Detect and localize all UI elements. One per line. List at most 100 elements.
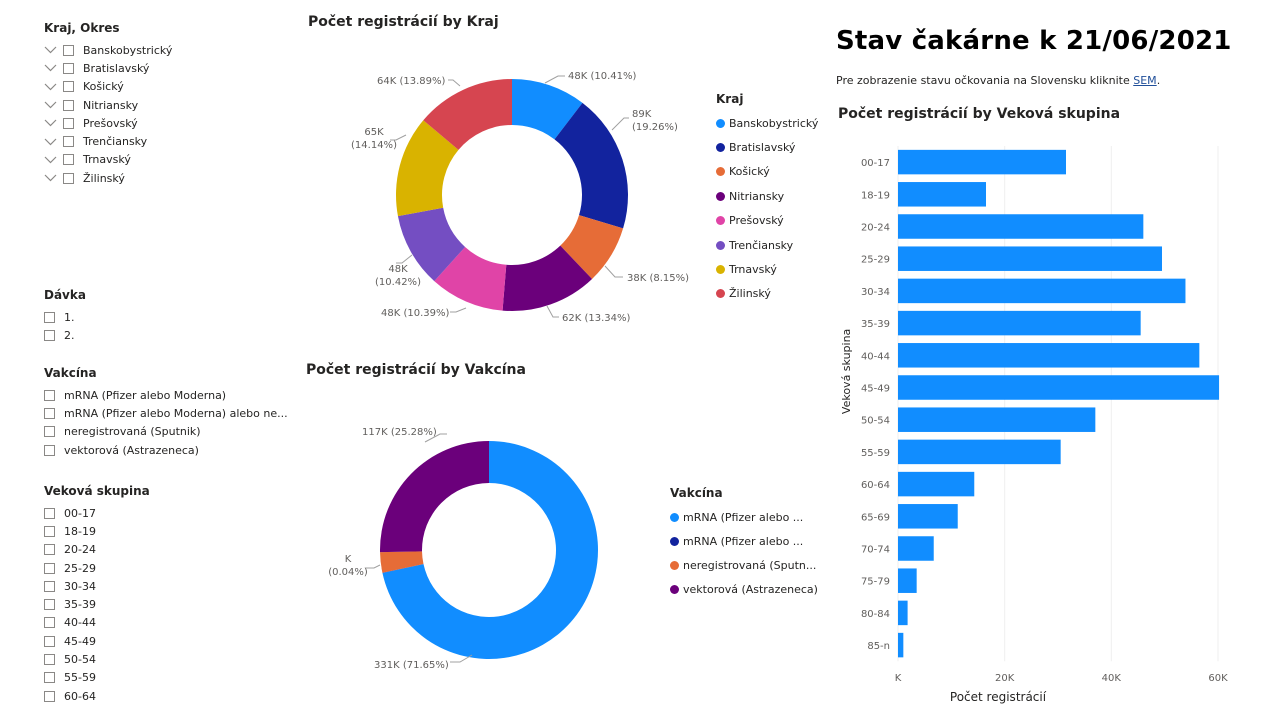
- sem-link[interactable]: SEM: [1133, 74, 1157, 87]
- donut-slice[interactable]: [396, 120, 459, 217]
- slicer-item-label: 30-34: [64, 579, 96, 593]
- checkbox[interactable]: [63, 44, 74, 56]
- bar[interactable]: [898, 632, 904, 658]
- slicer-item[interactable]: 45-49: [44, 632, 96, 650]
- checkbox[interactable]: [44, 426, 55, 438]
- checkbox[interactable]: [44, 580, 55, 592]
- legend-item[interactable]: Košický: [716, 160, 818, 184]
- bar[interactable]: [898, 439, 1061, 465]
- donut-slice[interactable]: [380, 551, 424, 573]
- bar[interactable]: [898, 568, 917, 593]
- legend-item[interactable]: neregistrovaná (Sputn...: [670, 553, 818, 577]
- donut-slice[interactable]: [554, 102, 628, 229]
- chevron-down-icon[interactable]: [44, 174, 57, 182]
- chevron-down-icon[interactable]: [44, 64, 57, 72]
- slicer-item[interactable]: 2.: [44, 326, 75, 344]
- donut-slice[interactable]: [382, 563, 424, 574]
- donut-slice[interactable]: [434, 246, 507, 311]
- slicer-item[interactable]: Prešovský: [44, 114, 172, 132]
- bar[interactable]: [898, 214, 1144, 239]
- slicer-item[interactable]: Košický: [44, 78, 172, 96]
- donut-slice[interactable]: [502, 245, 593, 311]
- bar[interactable]: [898, 343, 1200, 368]
- bar[interactable]: [898, 182, 986, 207]
- checkbox[interactable]: [63, 172, 74, 184]
- checkbox[interactable]: [44, 654, 55, 666]
- checkbox[interactable]: [44, 672, 55, 684]
- checkbox[interactable]: [44, 444, 55, 456]
- bar[interactable]: [898, 407, 1096, 432]
- bar[interactable]: [898, 471, 975, 497]
- slicer-item[interactable]: 60-64: [44, 687, 96, 705]
- legend-item[interactable]: Žilinský: [716, 282, 818, 306]
- slicer-item[interactable]: 55-59: [44, 669, 96, 687]
- checkbox[interactable]: [44, 389, 55, 401]
- slicer-item[interactable]: 50-54: [44, 650, 96, 668]
- slicer-item[interactable]: mRNA (Pfizer alebo Moderna): [44, 386, 288, 404]
- legend-item[interactable]: mRNA (Pfizer alebo ...: [670, 505, 818, 529]
- slicer-item[interactable]: 00-17: [44, 504, 96, 522]
- bar[interactable]: [898, 600, 908, 626]
- legend-item[interactable]: vektorová (Astrazeneca): [670, 577, 818, 601]
- legend-item[interactable]: Nitriansky: [716, 184, 818, 208]
- slicer-item[interactable]: Nitriansky: [44, 96, 172, 114]
- slicer-item[interactable]: mRNA (Pfizer alebo Moderna) alebo ne...: [44, 404, 288, 422]
- slicer-item[interactable]: neregistrovaná (Sputnik): [44, 423, 288, 441]
- checkbox[interactable]: [63, 81, 74, 93]
- slicer-item[interactable]: Trenčiansky: [44, 132, 172, 150]
- bar[interactable]: [898, 149, 1066, 175]
- slicer-item[interactable]: 40-44: [44, 614, 96, 632]
- slicer-item[interactable]: 35-39: [44, 595, 96, 613]
- bar[interactable]: [898, 246, 1162, 271]
- donut-slice[interactable]: [382, 441, 598, 659]
- donut-slice[interactable]: [380, 441, 489, 553]
- chevron-down-icon[interactable]: [44, 138, 57, 146]
- legend-item[interactable]: mRNA (Pfizer alebo ...: [670, 529, 818, 553]
- legend-item[interactable]: Prešovský: [716, 209, 818, 233]
- slicer-item[interactable]: Bratislavský: [44, 59, 172, 77]
- legend-item[interactable]: Trnavský: [716, 257, 818, 281]
- checkbox[interactable]: [44, 507, 55, 519]
- checkbox[interactable]: [44, 599, 55, 611]
- slicer-item[interactable]: 30-34: [44, 577, 96, 595]
- checkbox[interactable]: [63, 136, 74, 148]
- slicer-item[interactable]: 18-19: [44, 522, 96, 540]
- slicer-item[interactable]: vektorová (Astrazeneca): [44, 441, 288, 459]
- checkbox[interactable]: [44, 544, 55, 556]
- bar[interactable]: [898, 536, 934, 561]
- donut-slice[interactable]: [397, 207, 466, 282]
- checkbox[interactable]: [44, 690, 55, 702]
- slicer-item[interactable]: 25-29: [44, 559, 96, 577]
- slicer-item[interactable]: 20-24: [44, 541, 96, 559]
- checkbox[interactable]: [44, 617, 55, 629]
- legend-item[interactable]: Banskobystrický: [716, 111, 818, 135]
- bar[interactable]: [898, 504, 958, 529]
- slicer-item[interactable]: Banskobystrický: [44, 41, 172, 59]
- bar[interactable]: [898, 375, 1220, 400]
- checkbox[interactable]: [63, 117, 74, 129]
- legend-item[interactable]: Trenčiansky: [716, 233, 818, 257]
- checkbox[interactable]: [44, 635, 55, 647]
- chevron-down-icon[interactable]: [44, 46, 57, 54]
- checkbox[interactable]: [44, 562, 55, 574]
- bar[interactable]: [898, 278, 1186, 304]
- slicer-item[interactable]: Žilinský: [44, 169, 172, 187]
- bar[interactable]: [898, 310, 1141, 336]
- checkbox[interactable]: [63, 99, 74, 111]
- checkbox[interactable]: [63, 62, 74, 74]
- chevron-down-icon[interactable]: [44, 156, 57, 164]
- checkbox[interactable]: [44, 329, 55, 341]
- checkbox[interactable]: [44, 525, 55, 537]
- donut-slice[interactable]: [512, 79, 583, 140]
- chevron-down-icon[interactable]: [44, 101, 57, 109]
- checkbox[interactable]: [44, 311, 55, 323]
- checkbox[interactable]: [63, 154, 74, 166]
- donut-slice[interactable]: [560, 215, 624, 279]
- chevron-down-icon[interactable]: [44, 83, 57, 91]
- slicer-item[interactable]: Trnavský: [44, 151, 172, 169]
- slicer-item[interactable]: 1.: [44, 308, 75, 326]
- checkbox[interactable]: [44, 407, 55, 419]
- donut-slice[interactable]: [423, 79, 512, 150]
- legend-item[interactable]: Bratislavský: [716, 135, 818, 159]
- chevron-down-icon[interactable]: [44, 119, 57, 127]
